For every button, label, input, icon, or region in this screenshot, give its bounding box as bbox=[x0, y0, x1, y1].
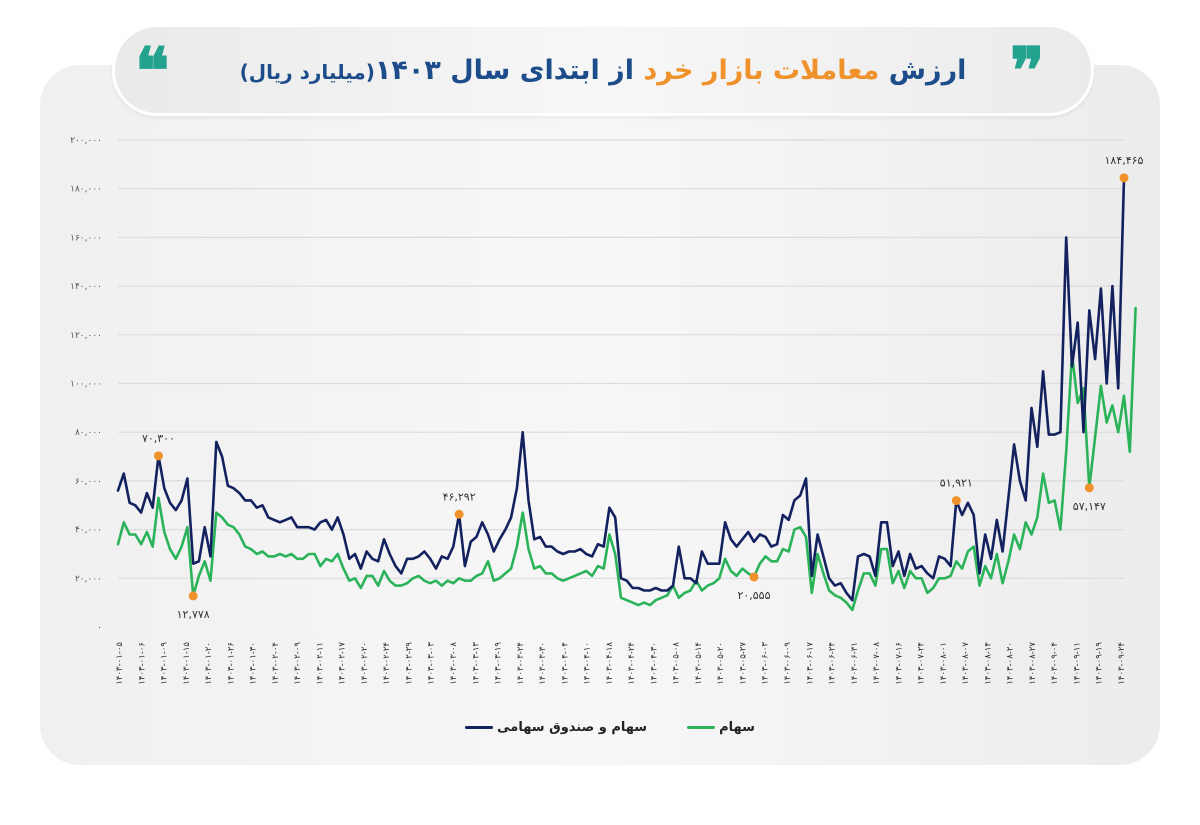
y-tick-label: ۱۴۰,۰۰۰ bbox=[70, 282, 102, 292]
x-tick-label: ۱۴۰۳-۰۹-۱۹ bbox=[1095, 642, 1105, 685]
annotation-label: ۵۷,۱۴۷ bbox=[1073, 500, 1106, 513]
legend-swatch-navy bbox=[465, 725, 494, 729]
x-tick-label: ۱۴۰۳-۰۵-۲۷ bbox=[738, 642, 748, 685]
series-line-stocks bbox=[116, 306, 1137, 612]
x-tick-label: ۱۴۰۳-۰۷-۱۶ bbox=[894, 642, 904, 685]
x-tick-label: ۱۴۰۳-۰۳-۳۰ bbox=[538, 642, 548, 685]
x-tick-label: ۱۴۰۳-۰۳-۲۴ bbox=[516, 642, 526, 685]
annotation-marker bbox=[951, 496, 961, 506]
x-tick-label: ۱۴۰۳-۰۳-۱۳ bbox=[471, 642, 481, 685]
annotation-marker bbox=[188, 591, 198, 601]
x-tick-label: ۱۴۰۳-۰۱-۰۹ bbox=[160, 642, 170, 685]
y-tick-label: ۲۰,۰۰۰ bbox=[75, 574, 102, 584]
x-tick-label: ۱۴۰۳-۰۲-۱۷ bbox=[338, 642, 348, 685]
x-tick-label: ۱۴۰۳-۰۳-۰۳ bbox=[427, 642, 437, 685]
legend-label: سهام و صندوق سهامی bbox=[497, 719, 648, 735]
x-tick-label: ۱۴۰۳-۰۱-۲۰ bbox=[204, 642, 214, 685]
x-tick-label: ۱۴۰۳-۰۴-۱۰ bbox=[583, 642, 593, 685]
chart-title: ارزش معاملات بازار خرد از ابتدای سال ۱۴۰… bbox=[240, 55, 967, 86]
x-tick-label: ۱۴۰۳-۰۱-۲۶ bbox=[226, 642, 236, 685]
x-tick-label: ۱۴۰۳-۰۲-۲۹ bbox=[404, 642, 414, 685]
x-tick-label: ۱۴۰۳-۰۶-۳۱ bbox=[850, 642, 860, 685]
x-tick-label: ۱۴۰۳-۰۴-۲۴ bbox=[627, 642, 637, 685]
x-tick-label: ۱۴۰۳-۰۵-۲۰ bbox=[716, 642, 726, 685]
title-part-2: معاملات بازار خرد bbox=[643, 54, 880, 86]
y-tick-label: ۸۰,۰۰۰ bbox=[75, 428, 102, 438]
x-tick-label: ۱۴۰۳-۰۶-۲۴ bbox=[828, 642, 838, 685]
annotation-marker bbox=[749, 572, 759, 582]
x-tick-label: ۱۴۰۳-۰۲-۲۴ bbox=[382, 642, 392, 685]
legend-label: سهام bbox=[719, 719, 755, 735]
y-tick-label: ۱۶۰,۰۰۰ bbox=[70, 233, 102, 243]
title-part-3: از ابتدای سال ۱۴۰۳ bbox=[374, 54, 634, 86]
legend-swatch-green bbox=[687, 725, 716, 729]
annotation-label: ۷۰,۳۰۰ bbox=[142, 432, 175, 445]
x-tick-label: ۱۴۰۳-۰۶-۰۹ bbox=[783, 642, 793, 685]
title-banner: ارزش معاملات بازار خرد از ابتدای سال ۱۴۰… bbox=[112, 24, 1094, 116]
x-tick-label: ۱۴۰۳-۰۹-۲۴ bbox=[1117, 642, 1127, 685]
x-tick-label: ۱۴۰۳-۰۷-۰۸ bbox=[872, 642, 882, 685]
annotation-label: ۲۰,۵۵۵ bbox=[737, 589, 770, 602]
x-tick-label: ۱۴۰۳-۰۸-۰۷ bbox=[961, 642, 971, 685]
y-tick-label: ۱۸۰,۰۰۰ bbox=[70, 185, 102, 195]
x-tick-label: ۱۴۰۳-۰۸-۰۱ bbox=[939, 642, 949, 685]
data-annotations: ۷۰,۳۰۰ ۴۶,۲۹۲ ۵۱,۹۲۱ ۱۸۴,۴۶۵ ۱۲,۷۷۸ ۲۰,۵۵۵ ۵۷,… bbox=[142, 154, 1144, 621]
annotation-marker bbox=[1084, 483, 1094, 493]
x-tick-label: ۱۴۰۳-۰۷-۲۴ bbox=[917, 642, 927, 685]
x-tick-label: ۱۴۰۳-۰۹-۱۱ bbox=[1072, 642, 1082, 685]
annotation-label: ۴۶,۲۹۲ bbox=[443, 490, 476, 503]
legend-item-stocks-and-funds[interactable]: سهام و صندوق سهامی bbox=[465, 720, 647, 735]
chart-card bbox=[40, 65, 1160, 765]
y-tick-label: ۱۰۰,۰۰۰ bbox=[70, 380, 102, 390]
x-tick-label: ۱۴۰۳-۰۴-۱۸ bbox=[605, 642, 615, 685]
x-tick-label: ۱۴۰۳-۰۲-۲۰ bbox=[360, 642, 370, 685]
title-unit: (میلیارد ریال) bbox=[239, 59, 375, 84]
x-tick-label: ۱۴۰۳-۰۵-۰۸ bbox=[672, 642, 682, 685]
annotation-label: ۱۲,۷۷۸ bbox=[177, 608, 210, 621]
y-tick-label: ۱۲۰,۰۰۰ bbox=[70, 331, 102, 341]
annotation-marker bbox=[153, 451, 163, 461]
series-lines bbox=[116, 176, 1137, 612]
quote-open-icon: ❞ bbox=[1010, 34, 1045, 109]
x-axis-ticks: ۱۴۰۳-۰۱-۰۵ ۱۴۰۳-۰۱-۰۶ ۱۴۰۳-۰۱-۰۹ ۱۴۰۳-۰۱-۱۵… bbox=[115, 642, 1127, 685]
x-tick-label: ۱۴۰۳-۰۸-۲۷ bbox=[1028, 642, 1038, 685]
annotation-label: ۱۸۴,۴۶۵ bbox=[1105, 154, 1144, 167]
y-tick-label: ۶۰,۰۰۰ bbox=[75, 477, 102, 487]
y-axis-ticks: ۰ ۲۰,۰۰۰ ۴۰,۰۰۰ ۶۰,۰۰۰ ۸۰,۰۰۰ ۱۰۰,۰۰۰ ۱۲۰,۰۰۰ ۱… bbox=[70, 136, 102, 633]
annotation-label: ۵۱,۹۲۱ bbox=[940, 477, 973, 490]
x-tick-label: ۱۴۰۳-۰۵-۱۴ bbox=[694, 642, 704, 685]
x-tick-label: ۱۴۰۳-۰۴-۰۴ bbox=[560, 642, 570, 685]
y-tick-label: ۴۰,۰۰۰ bbox=[75, 526, 102, 536]
x-tick-label: ۱۴۰۳-۰۱-۱۵ bbox=[182, 642, 192, 685]
x-tick-label: ۱۴۰۳-۰۲-۰۴ bbox=[271, 642, 281, 685]
x-tick-label: ۱۴۰۳-۰۱-۰۵ bbox=[115, 642, 125, 685]
x-tick-label: ۱۴۰۳-۰۱-۰۶ bbox=[137, 642, 147, 685]
legend-item-stocks[interactable]: سهام bbox=[687, 720, 755, 735]
quote-close-icon: ❝ bbox=[135, 34, 170, 109]
x-tick-label: ۱۴۰۳-۰۴-۳۰ bbox=[649, 642, 659, 685]
x-tick-label: ۱۴۰۳-۰۸-۲۰ bbox=[1006, 642, 1016, 685]
x-tick-label: ۱۴۰۳-۰۳-۱۹ bbox=[494, 642, 504, 685]
title-part-1: ارزش bbox=[888, 54, 967, 86]
x-tick-label: ۱۴۰۳-۰۶-۱۷ bbox=[805, 642, 815, 685]
x-tick-label: ۱۴۰۳-۰۲-۰۹ bbox=[293, 642, 303, 685]
annotation-marker bbox=[1119, 173, 1129, 183]
legend: سهام سهام و صندوق سهامی bbox=[440, 712, 780, 742]
x-tick-label: ۱۴۰۳-۰۸-۱۴ bbox=[983, 642, 993, 685]
x-tick-label: ۱۴۰۳-۰۲-۱۱ bbox=[315, 642, 325, 685]
annotation-marker bbox=[454, 509, 464, 519]
x-tick-label: ۱۴۰۳-۰۶-۰۳ bbox=[761, 642, 771, 685]
y-tick-label: ۲۰۰,۰۰۰ bbox=[70, 136, 102, 146]
series-line-stocks-and-funds bbox=[116, 176, 1126, 602]
y-tick-label: ۰ bbox=[97, 623, 102, 633]
x-tick-label: ۱۴۰۳-۰۱-۳۰ bbox=[249, 642, 259, 685]
x-tick-label: ۱۴۰۳-۰۳-۰۸ bbox=[449, 642, 459, 685]
x-tick-label: ۱۴۰۳-۰۹-۰۴ bbox=[1050, 642, 1060, 685]
